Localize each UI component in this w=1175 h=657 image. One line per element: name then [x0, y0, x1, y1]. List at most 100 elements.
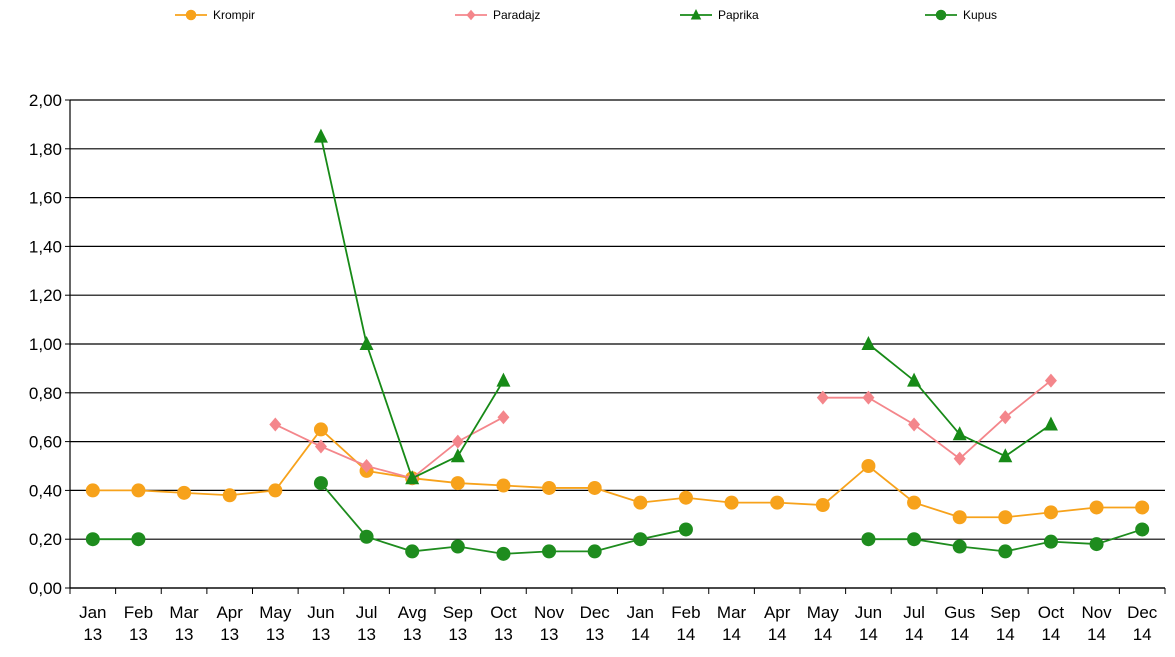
- x-tick-label: Jul 14: [903, 603, 925, 644]
- marker: [1135, 522, 1150, 537]
- marker: [998, 448, 1013, 463]
- y-tick-label: 1,20: [29, 286, 62, 305]
- marker: [496, 372, 511, 387]
- marker: [177, 485, 192, 500]
- x-tick-label: Mar 13: [169, 603, 199, 644]
- marker: [1089, 537, 1104, 552]
- marker: [269, 417, 282, 432]
- marker: [953, 451, 966, 466]
- marker: [690, 9, 702, 20]
- marker: [998, 510, 1013, 525]
- marker: [998, 544, 1013, 559]
- x-tick-label: Mar 14: [717, 603, 747, 644]
- x-tick-label: May 13: [259, 603, 292, 644]
- x-tick-label: Jun 14: [855, 603, 882, 644]
- y-tick-label: 1,40: [29, 237, 62, 256]
- marker: [952, 426, 967, 441]
- marker: [1135, 500, 1150, 515]
- x-tick-label: Jan 13: [79, 603, 106, 644]
- marker: [907, 495, 922, 510]
- series-line: [274, 416, 504, 480]
- x-tick-label: May 14: [807, 603, 840, 644]
- marker: [496, 546, 511, 561]
- marker: [587, 544, 602, 559]
- legend-text: Krompir: [213, 8, 255, 22]
- marker: [678, 522, 693, 537]
- marker: [999, 410, 1012, 425]
- marker: [360, 459, 373, 473]
- marker: [908, 417, 921, 432]
- marker: [451, 434, 464, 449]
- marker: [907, 532, 922, 547]
- marker: [450, 539, 465, 554]
- marker: [952, 510, 967, 525]
- marker: [131, 532, 146, 547]
- x-tick-label: Dec 14: [1127, 603, 1158, 644]
- marker: [542, 480, 557, 495]
- marker: [770, 495, 785, 510]
- marker: [313, 422, 328, 437]
- series-line: [92, 428, 1143, 519]
- series-line: [320, 482, 687, 555]
- marker: [633, 495, 648, 510]
- legend-item: Paradajz: [455, 8, 540, 22]
- y-tick-label: 2,00: [29, 91, 62, 110]
- marker: [131, 483, 146, 498]
- marker: [862, 390, 875, 405]
- marker: [633, 532, 648, 547]
- y-tick-label: 0,80: [29, 384, 62, 403]
- x-tick-label: Oct 14: [1038, 603, 1065, 644]
- legend-item: Paprika: [680, 8, 759, 22]
- marker: [907, 372, 922, 387]
- y-tick-label: 0,00: [29, 579, 62, 598]
- marker: [1043, 534, 1058, 549]
- marker: [952, 539, 967, 554]
- legend-item: Kupus: [925, 8, 997, 22]
- marker: [268, 483, 283, 498]
- series-line: [320, 136, 505, 480]
- marker: [314, 439, 327, 454]
- marker: [450, 476, 465, 491]
- marker: [222, 488, 237, 503]
- marker: [587, 480, 602, 495]
- marker: [313, 128, 328, 143]
- x-tick-label: Feb 14: [671, 603, 700, 644]
- x-tick-label: Apr 14: [764, 603, 791, 644]
- legend-item: Krompir: [175, 8, 255, 22]
- y-tick-label: 0,40: [29, 481, 62, 500]
- marker: [466, 9, 476, 21]
- marker: [861, 459, 876, 473]
- marker: [861, 336, 876, 350]
- marker: [450, 448, 465, 463]
- x-tick-label: Feb 13: [124, 603, 153, 644]
- marker: [313, 476, 328, 491]
- marker: [85, 532, 100, 547]
- legend-text: Kupus: [963, 8, 997, 22]
- marker: [861, 532, 876, 547]
- x-tick-label: Jan 14: [627, 603, 654, 644]
- marker: [496, 478, 511, 493]
- x-tick-label: Sep 14: [990, 603, 1020, 644]
- marker: [359, 529, 374, 544]
- marker: [678, 490, 693, 505]
- marker: [185, 9, 197, 21]
- x-tick-label: Jun 13: [307, 603, 334, 644]
- marker: [542, 544, 557, 559]
- x-tick-label: Jul 13: [356, 603, 378, 644]
- marker: [405, 470, 420, 485]
- marker: [1044, 373, 1057, 388]
- y-tick-label: 0,60: [29, 433, 62, 452]
- series-line: [822, 379, 1052, 460]
- marker: [405, 544, 420, 559]
- x-tick-label: Dec 13: [580, 603, 611, 644]
- x-tick-label: Oct 13: [490, 603, 517, 644]
- y-tick-label: 1,80: [29, 140, 62, 159]
- marker: [359, 336, 374, 350]
- x-tick-label: Gus 14: [944, 603, 975, 644]
- marker: [816, 390, 829, 405]
- y-tick-label: 1,60: [29, 189, 62, 208]
- x-tick-label: Avg 13: [398, 603, 427, 644]
- marker: [724, 495, 739, 510]
- y-tick-label: 1,00: [29, 335, 62, 354]
